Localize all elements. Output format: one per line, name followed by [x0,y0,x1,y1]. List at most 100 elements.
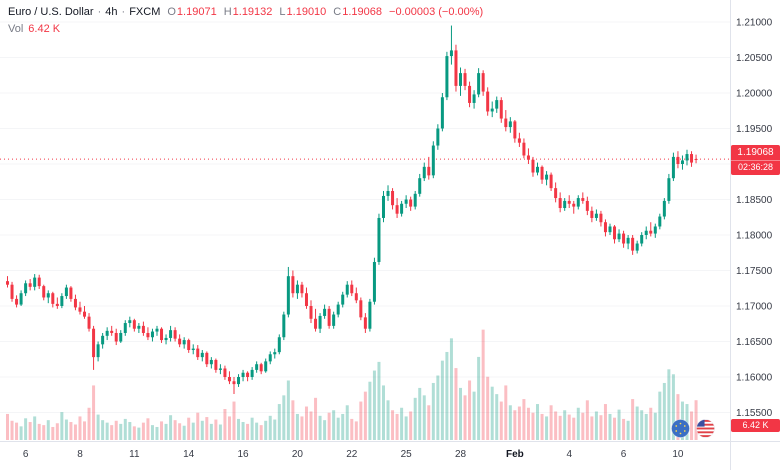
price-axis[interactable]: 1.210001.205001.200001.195001.190001.185… [736,18,773,420]
candle-body [132,320,136,329]
candle-body [463,73,467,86]
volume-bar [644,413,648,440]
volume-bar [264,420,268,440]
volume-bar [200,420,204,440]
candle-body [160,328,164,341]
volume-bar [490,386,494,440]
volume-bar [694,400,698,440]
volume-bar [449,338,453,440]
volume-bar [626,420,630,440]
time-axis-label: 11 [129,449,140,460]
volume-bar [191,422,195,440]
candle-body [499,100,503,119]
volume-bar [581,412,585,440]
volume-bar [141,422,145,440]
candle-body [391,190,395,206]
candle-body [653,226,657,234]
candle-body [60,296,64,306]
candle-body [92,328,96,358]
candle-body [264,361,268,372]
candle-body [363,317,367,329]
candle-body [42,286,46,298]
candle-body [495,100,499,109]
candle-body [304,293,308,306]
volume-bar [96,414,100,440]
volume-bar [631,399,635,440]
candle-body [345,284,349,295]
candle-body [477,73,481,95]
candle-body [259,364,263,372]
low-value: 1.19010 [286,6,327,18]
candle-body [554,188,558,199]
candle-body [83,311,87,317]
volume-bar [33,416,37,440]
volume-bar [617,409,621,440]
candle-body [114,332,118,342]
volume-bar [522,399,526,440]
candle-body [368,301,372,329]
candle-body [277,337,281,353]
volume-bar [101,420,105,440]
change-value: −0.00003 (−0.00%) [389,6,484,18]
candle-body [146,332,150,338]
exchange-label[interactable]: FXCM [129,6,161,18]
volume-bar [110,425,114,440]
volume-bar [363,391,367,440]
volume-bar [232,401,236,440]
volume-bar [92,385,96,440]
candle-body [137,325,141,329]
volume-bar [536,404,540,440]
volume-bar [55,423,59,440]
candle-body [508,121,512,128]
candle-body [78,307,82,312]
volume-bar [150,425,154,440]
symbol-legend[interactable]: Euro / U.S. Dollar · 4h · FXCM O1.19071 H1.191… [8,6,483,18]
volume-bar [653,412,657,440]
volume-bar [250,417,254,440]
candle-body [413,193,417,207]
volume-bar [345,405,349,440]
volume-bar [42,425,46,440]
volume-bar [273,419,277,440]
high-label: H [223,6,232,18]
candle-body [690,154,694,163]
eu-flag-icon [671,419,690,438]
candle-body [431,145,435,176]
volume-bar [517,406,521,440]
candle-body [400,203,404,214]
candle-body [445,56,449,98]
legend-separator: · [97,6,102,18]
volume-bar [178,423,182,440]
volume-bar [277,404,281,440]
candle-body [608,226,612,233]
volume-bar [671,374,675,440]
time-axis-label: 22 [346,449,358,460]
volume-bar [513,410,517,440]
volume-legend[interactable]: Vol 6.42 K [8,23,60,35]
volume-bar [468,380,472,440]
volume-bar [531,412,535,440]
close-value: 1.19068 [342,6,383,18]
candle-body [585,200,589,211]
volume-bar [585,400,589,440]
candle-body [558,198,562,209]
volume-bar [667,369,671,440]
time-axis[interactable]: 6 8 11 14 16 20 22 25 28 Feb 4 6 10 [23,449,684,460]
volume-bar [28,422,32,440]
volume-bar [368,381,372,440]
price-axis-label: 1.21000 [736,18,773,29]
volume-bar [318,415,322,440]
candle-body [196,348,200,358]
volume-bar [24,418,28,440]
volume-bar [594,411,598,440]
interval-label[interactable]: 4h [105,6,118,18]
candle-body [526,155,530,160]
low-label: L [279,6,286,18]
volume-bar [323,420,327,440]
volume-bar [282,395,286,440]
symbol-title[interactable]: Euro / U.S. Dollar [8,6,94,18]
candle-body [644,230,648,235]
volume-bar [418,387,422,440]
volume-bar [431,382,435,440]
